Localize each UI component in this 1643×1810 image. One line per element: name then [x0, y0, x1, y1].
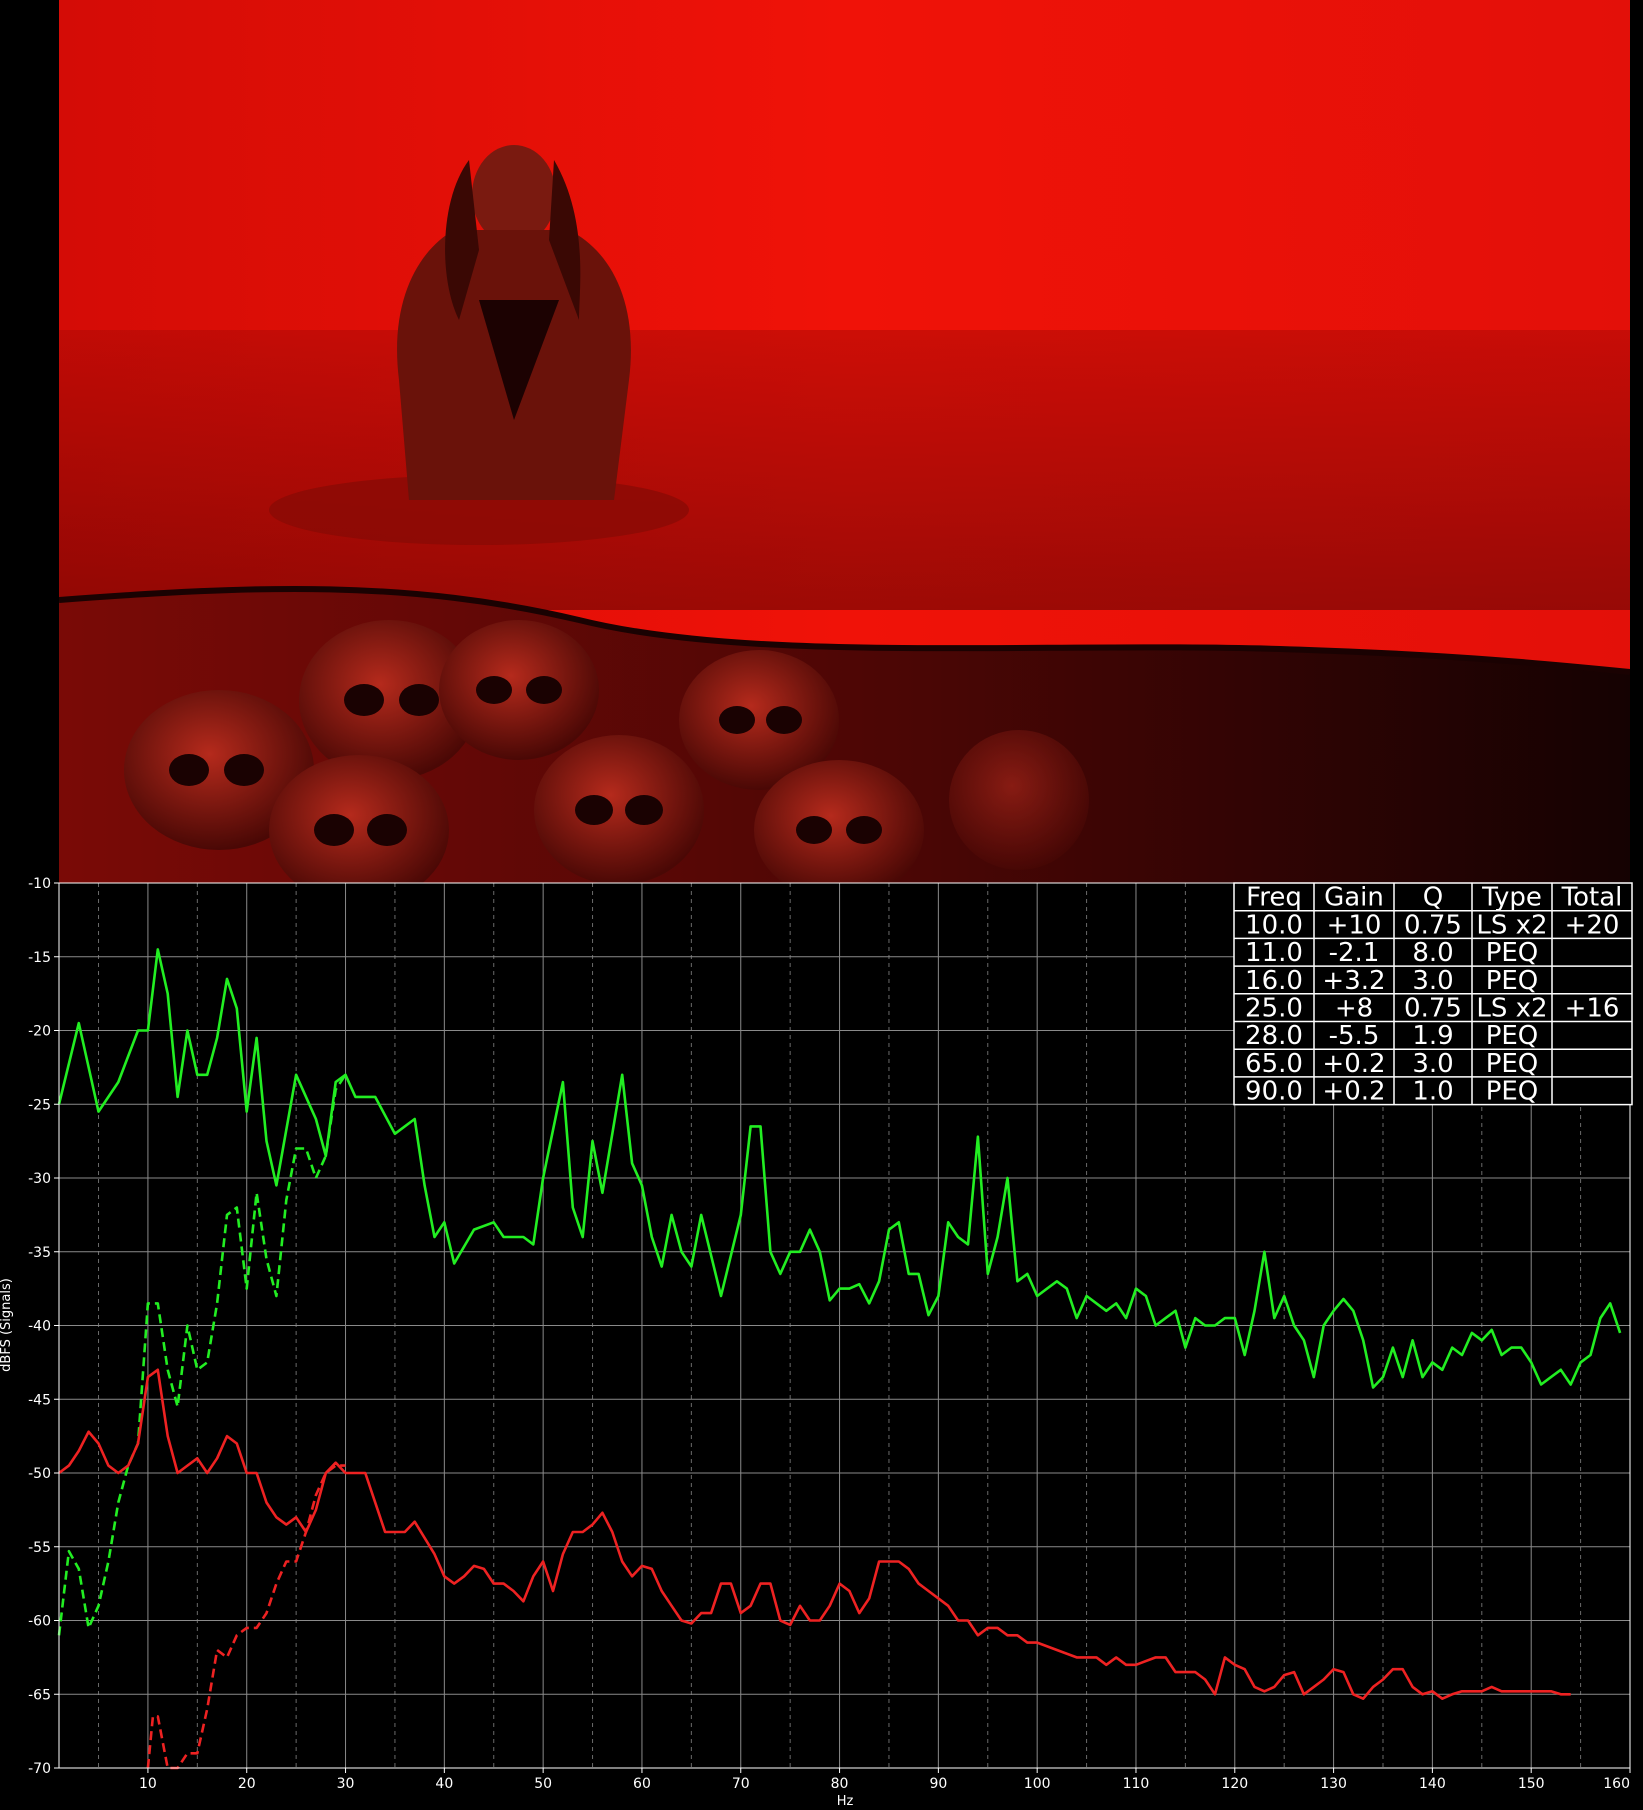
x-tick-label: 10 [139, 1776, 157, 1792]
y-axis-label: dBFS (Signals) [0, 1278, 14, 1372]
eq-table-cell: 65.0 [1245, 1049, 1303, 1079]
y-tick-label: -20 [28, 1024, 51, 1040]
eq-table-header: Total [1561, 883, 1623, 913]
eq-table-header: Type [1481, 883, 1542, 913]
eq-table-cell: 28.0 [1245, 1021, 1303, 1051]
eq-table-cell: +16 [1565, 994, 1620, 1024]
x-tick-label: 70 [732, 1776, 750, 1792]
x-tick-label: 40 [435, 1776, 453, 1792]
y-tick-label: -50 [28, 1466, 51, 1482]
x-tick-label: 30 [337, 1776, 355, 1792]
eq-table-cell: 3.0 [1412, 966, 1453, 996]
y-tick-label: -30 [28, 1171, 51, 1187]
eq-table-cell: 10.0 [1245, 910, 1303, 940]
x-tick-label: 150 [1518, 1776, 1545, 1792]
eq-table-cell: PEQ [1486, 966, 1539, 996]
eq-table-cell: -5.5 [1329, 1021, 1380, 1051]
eq-table-cell: 0.75 [1404, 994, 1462, 1024]
y-tick-label: -25 [28, 1097, 51, 1113]
eq-table-header: Q [1423, 883, 1443, 913]
eq-table-cell: -2.1 [1329, 938, 1380, 968]
x-axis-label: Hz [837, 1794, 854, 1809]
y-tick-label: -55 [28, 1540, 51, 1556]
eq-table-cell: 3.0 [1412, 1049, 1453, 1079]
eq-table-cell: +20 [1565, 910, 1620, 940]
eq-table-cell: LS x2 [1476, 994, 1547, 1024]
x-axis-ticks: 10 20 30 40 50 60 70 80 90 100 110 120 130 140 150 160 [139, 1768, 1631, 1792]
y-tick-label: -70 [28, 1761, 51, 1777]
eq-table-cell: 25.0 [1245, 994, 1303, 1024]
y-tick-label: -40 [28, 1319, 51, 1335]
eq-filter-table: Freq Gain Q Type Total 10.0 +10 0.75 LS x2 +20 11.… [1233, 882, 1633, 1107]
x-tick-label: 50 [534, 1776, 552, 1792]
eq-table-cell: 1.0 [1412, 1077, 1453, 1107]
eq-table-cell: PEQ [1486, 1077, 1539, 1107]
x-tick-label: 60 [633, 1776, 651, 1792]
x-tick-label: 130 [1320, 1776, 1347, 1792]
eq-table-cell: 8.0 [1412, 938, 1453, 968]
poster-image [59, 0, 1630, 883]
series-line-1 [57, 948, 1622, 1389]
eq-table-cell: 1.9 [1412, 1021, 1453, 1051]
eq-table-cell: 90.0 [1245, 1077, 1303, 1107]
y-tick-label: -65 [28, 1687, 51, 1703]
eq-table-cell: PEQ [1486, 1021, 1539, 1051]
series-line-2 [57, 1074, 347, 1636]
eq-table-cell: PEQ [1486, 938, 1539, 968]
y-tick-label: -35 [28, 1245, 51, 1261]
eq-table-cell: +10 [1327, 910, 1382, 940]
x-tick-label: 120 [1221, 1776, 1248, 1792]
x-tick-label: 160 [1603, 1776, 1630, 1792]
eq-table-cell: +0.2 [1322, 1077, 1385, 1107]
eq-table-cell: +0.2 [1322, 1049, 1385, 1079]
y-axis-ticks: -10 -15 -20 -25 -30 -35 -40 -45 -50 -55 -60 -65 -70 [28, 876, 59, 1777]
y-tick-label: -45 [28, 1392, 51, 1408]
y-tick-label: -60 [28, 1614, 51, 1630]
eq-table-cell: +3.2 [1322, 966, 1385, 996]
x-tick-label: 100 [1024, 1776, 1051, 1792]
x-tick-label: 110 [1123, 1776, 1150, 1792]
series-line-3 [58, 1368, 1571, 1700]
eq-table-cell: 16.0 [1245, 966, 1303, 996]
eq-table-cell: LS x2 [1476, 910, 1547, 940]
y-tick-label: -15 [28, 950, 51, 966]
y-tick-label: -10 [28, 876, 51, 892]
x-tick-label: 20 [238, 1776, 256, 1792]
eq-table-header: Freq [1246, 883, 1302, 913]
eq-table-cell: 0.75 [1404, 910, 1462, 940]
x-tick-label: 80 [831, 1776, 849, 1792]
x-tick-label: 90 [929, 1776, 947, 1792]
plot-frame [58, 882, 1631, 1769]
eq-table-cell: PEQ [1486, 1049, 1539, 1079]
eq-table-header: Gain [1324, 883, 1384, 913]
eq-table-cell: +8 [1335, 994, 1373, 1024]
eq-table-cell: 11.0 [1245, 938, 1303, 968]
x-tick-label: 140 [1419, 1776, 1446, 1792]
